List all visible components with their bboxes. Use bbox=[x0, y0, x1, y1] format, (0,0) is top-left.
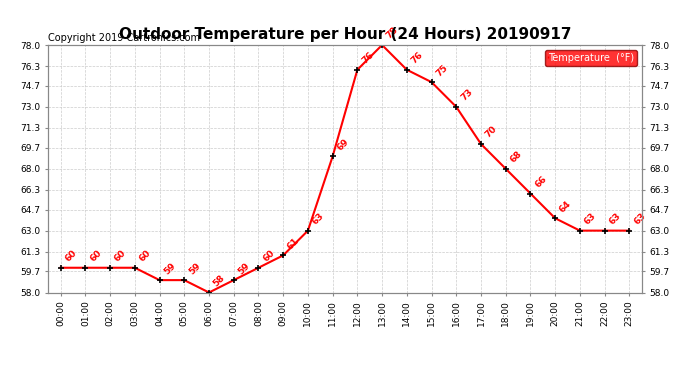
Text: 66: 66 bbox=[533, 174, 549, 189]
Text: 70: 70 bbox=[484, 124, 499, 140]
Text: 69: 69 bbox=[335, 137, 351, 152]
Text: 76: 76 bbox=[410, 50, 425, 66]
Text: 63: 63 bbox=[310, 211, 326, 226]
Text: 59: 59 bbox=[237, 261, 252, 276]
Text: 60: 60 bbox=[262, 249, 277, 264]
Text: 73: 73 bbox=[459, 87, 474, 103]
Text: 78: 78 bbox=[385, 26, 400, 41]
Text: 60: 60 bbox=[63, 249, 79, 264]
Text: 59: 59 bbox=[162, 261, 177, 276]
Text: 63: 63 bbox=[582, 211, 598, 226]
Text: 63: 63 bbox=[607, 211, 622, 226]
Text: 64: 64 bbox=[558, 199, 573, 214]
Text: Copyright 2019 Cartronics.com: Copyright 2019 Cartronics.com bbox=[48, 33, 200, 42]
Title: Outdoor Temperature per Hour (24 Hours) 20190917: Outdoor Temperature per Hour (24 Hours) … bbox=[119, 27, 571, 42]
Text: 76: 76 bbox=[360, 50, 375, 66]
Text: 59: 59 bbox=[187, 261, 202, 276]
Text: 68: 68 bbox=[509, 149, 524, 165]
Text: 63: 63 bbox=[632, 211, 647, 226]
Text: 75: 75 bbox=[434, 63, 450, 78]
Text: 58: 58 bbox=[212, 273, 227, 288]
Legend: Temperature  (°F): Temperature (°F) bbox=[545, 50, 637, 66]
Text: 61: 61 bbox=[286, 236, 301, 251]
Text: 60: 60 bbox=[137, 249, 152, 264]
Text: 60: 60 bbox=[113, 249, 128, 264]
Text: 60: 60 bbox=[88, 249, 104, 264]
